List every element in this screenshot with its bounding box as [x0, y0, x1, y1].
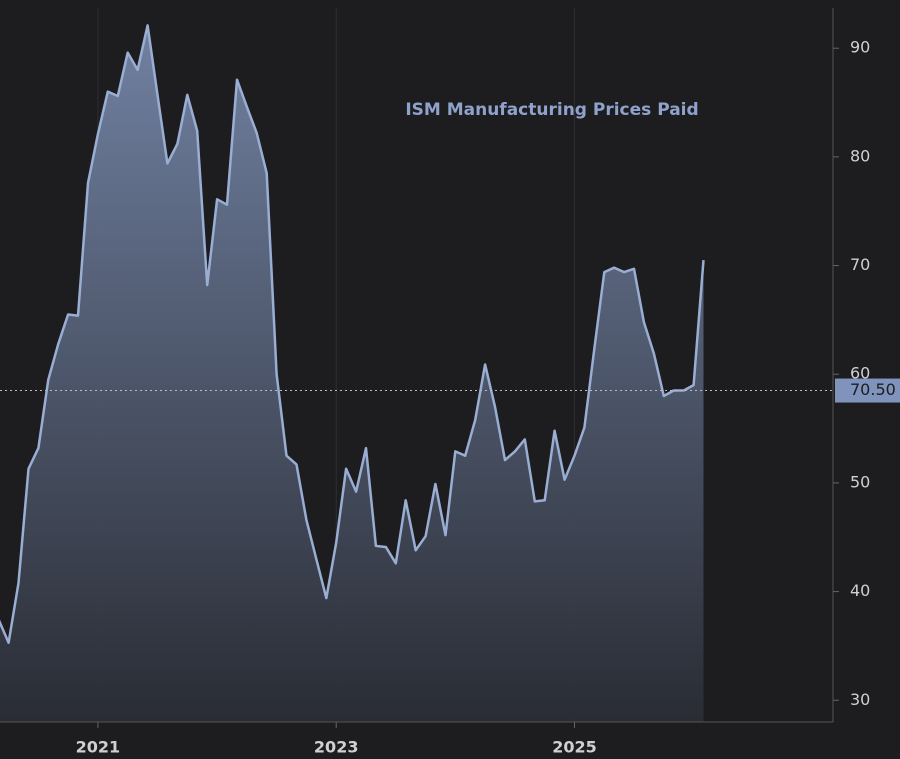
- y-tick-label: 50: [850, 472, 870, 491]
- last-value-label: 70.50: [850, 380, 896, 399]
- last-value-box: [835, 378, 900, 403]
- y-tick-label: 70: [850, 255, 870, 274]
- y-tick-label: 40: [850, 581, 870, 600]
- x-tick-label: 2025: [552, 738, 597, 757]
- area-fill: [0, 25, 704, 722]
- y-tick-label: 30: [850, 690, 870, 709]
- x-tick-label: 2023: [314, 738, 359, 757]
- y-tick-label: 90: [850, 38, 870, 57]
- x-tick-label: 2021: [76, 738, 121, 757]
- y-tick-label: 80: [850, 146, 870, 165]
- chart-title: ISM Manufacturing Prices Paid: [405, 100, 698, 120]
- y-tick-label: 60: [850, 364, 870, 383]
- line: [0, 24, 705, 644]
